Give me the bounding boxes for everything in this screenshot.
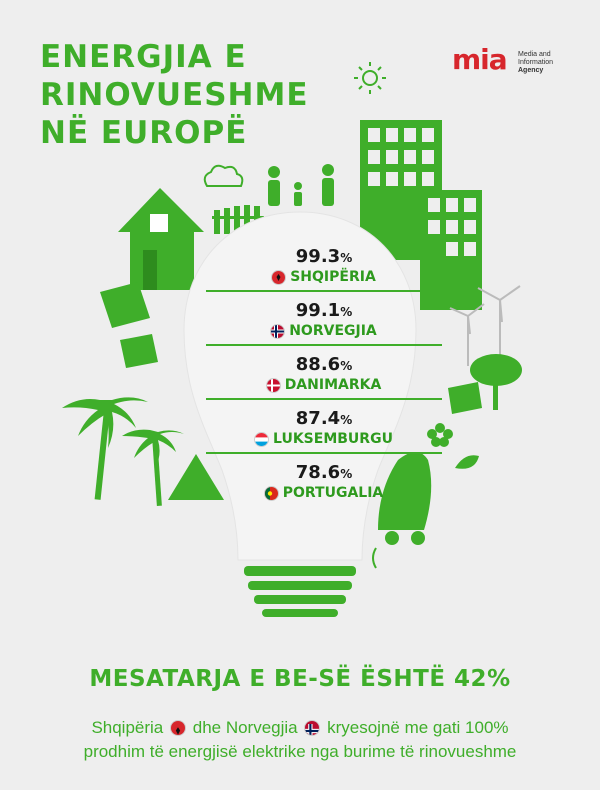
- bulb-base: [244, 566, 356, 617]
- ranking-country: PORTUGALIA: [264, 484, 383, 502]
- flower-icon: [427, 423, 453, 447]
- tree-icon: [470, 354, 522, 410]
- electric-car-icon: [372, 452, 432, 569]
- footnote-part-3: kryesojnë me gati 100%: [327, 718, 509, 737]
- footnote-part-2: dhe Norvegjia: [192, 718, 298, 737]
- ranking-country: LUKSEMBURGU: [255, 430, 393, 448]
- leaf-icon: [455, 455, 479, 469]
- mia-logo: mia Media and Information Agency: [452, 43, 572, 81]
- solar-panel-icon-right: [448, 382, 482, 414]
- hill-icon: [168, 454, 224, 500]
- country-rankings: 99.3% SHQIPËRIA 99.1% NORVEGJIA 88.6% DA…: [206, 238, 442, 506]
- footnote-line-2: prodhim të energjisë elektrike nga burim…: [83, 742, 517, 761]
- ranking-value: 78.6%: [295, 462, 353, 483]
- eu-average-heading: MESATARJA E BE-SË ËSHTË 42%: [89, 666, 511, 692]
- logo-tagline-line-2: Information: [518, 59, 554, 66]
- title-line-3: NË EUROPË: [40, 115, 248, 151]
- ranking-row: 87.4% LUKSEMBURGU: [206, 400, 442, 454]
- palm-tree-icon: [62, 397, 184, 506]
- page-title: ENERGJIA E RINOVUESHME NË EUROPË: [40, 38, 309, 152]
- logo-tagline-line-3: Agency: [518, 67, 544, 74]
- ranking-row: 78.6% PORTUGALIA: [206, 454, 442, 506]
- family-icon: [268, 164, 334, 206]
- logo-tagline: Media and Information Agency: [518, 51, 578, 75]
- ranking-value: 99.1%: [295, 300, 353, 321]
- house-icon: [118, 188, 204, 290]
- ranking-value: 87.4%: [295, 408, 353, 429]
- norway-flag-icon: [305, 721, 320, 735]
- ranking-row: 99.3% SHQIPËRIA: [206, 238, 442, 292]
- footnote: Shqipëria dhe Norvegjia kryesojnë me gat…: [0, 716, 600, 764]
- albania-flag-icon: [171, 721, 185, 735]
- cloud-icon: [203, 164, 244, 187]
- ranking-country: DANIMARKA: [266, 376, 381, 394]
- ranking-row: 88.6% DANIMARKA: [206, 346, 442, 400]
- buildings-icon: [360, 120, 482, 310]
- portugal-flag-icon: [264, 486, 278, 500]
- ranking-country: NORVEGJIA: [271, 322, 377, 340]
- title-line-1: ENERGJIA E: [40, 39, 247, 75]
- ranking-row: 99.1% NORVEGJIA: [206, 292, 442, 346]
- ranking-value: 88.6%: [295, 354, 353, 375]
- norway-flag-icon: [271, 324, 285, 338]
- footnote-part-1: Shqipëria: [91, 718, 164, 737]
- logo-tagline-line-1: Media and: [518, 51, 551, 58]
- logo-word: mia: [452, 43, 508, 76]
- denmark-flag-icon: [266, 378, 280, 392]
- solar-panel-icon: [100, 282, 158, 368]
- wind-turbine-icon: [449, 285, 521, 366]
- luxembourg-flag-icon: [255, 432, 269, 446]
- title-line-2: RINOVUESHME: [40, 77, 309, 113]
- ranking-value: 99.3%: [295, 246, 353, 267]
- ranking-country: SHQIPËRIA: [272, 268, 376, 286]
- albania-flag-icon: [272, 270, 286, 284]
- light-bulb-icon: [183, 211, 417, 561]
- sun-icon: [354, 62, 386, 94]
